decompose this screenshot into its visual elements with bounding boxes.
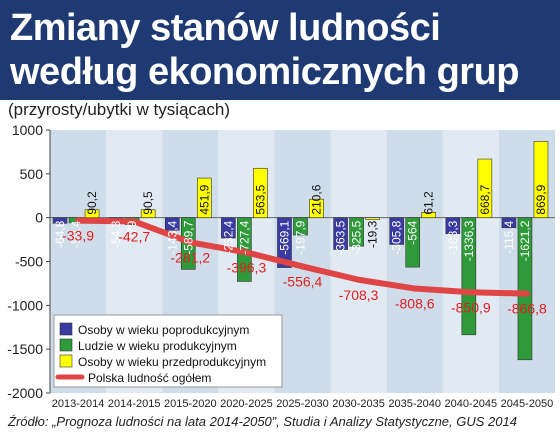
chart-title: Zmiany stanów ludności według ekonomiczn…	[10, 7, 520, 137]
bar-post	[164, 217, 180, 231]
bar-value-label: -197,9	[294, 220, 308, 254]
bar-value-label: 869,9	[534, 184, 548, 214]
bar-post	[221, 217, 236, 239]
total-value-label: -850,9	[451, 299, 491, 315]
bar-pre	[84, 209, 100, 218]
bar-post	[389, 217, 405, 245]
total-value-label: -866,8	[507, 301, 547, 317]
bar-value-label: -54,3	[109, 220, 123, 248]
bar-value-label: -569,1	[278, 220, 292, 254]
chart-area: 1000 500 0 -500 -1000 -1500 -2000 2013-2014 2014…	[7, 122, 555, 410]
total-value-label: -42,7	[118, 228, 150, 244]
bar-value-label: -1621,2	[518, 220, 532, 261]
y-tick-label: -2000	[7, 385, 43, 401]
bar-value-label: 668,7	[478, 184, 492, 214]
legend-entry: Osoby w wieku przedprodukcyjnym	[78, 355, 266, 369]
bar-working	[461, 217, 477, 336]
bar-value-label: -183,3	[446, 220, 460, 254]
bar-value-label: 210,6	[310, 184, 324, 214]
bar-value-label: -564	[406, 220, 420, 244]
y-tick-label: 500	[20, 166, 44, 182]
legend-swatch	[59, 322, 73, 336]
x-tick-label: 2045-2050	[501, 398, 554, 410]
total-value-label: -556,4	[283, 273, 323, 289]
legend-entry: Polska ludność ogółem	[88, 371, 211, 385]
bar-value-label: 563,5	[253, 184, 267, 214]
total-value-label: -33,9	[62, 228, 94, 244]
legend-swatch	[59, 354, 73, 368]
bar-value-label: 61,2	[422, 191, 436, 215]
bar-pre	[140, 209, 156, 218]
legend-swatch	[59, 338, 73, 352]
bar-pre	[477, 158, 493, 218]
bar-value-label: -363,5	[334, 220, 348, 254]
x-tick-label: 2035-2040	[388, 398, 441, 410]
y-tick-label: 0	[35, 210, 43, 226]
bar-value-label: -325,5	[350, 220, 364, 254]
y-tick-label: -500	[15, 254, 43, 270]
bar-value-label: -115,4	[502, 220, 516, 253]
legend-box	[53, 314, 283, 388]
x-tick-label: 2014-2015	[108, 398, 161, 410]
bar-post	[277, 217, 292, 268]
bar-pre	[309, 198, 324, 218]
total-value-label: -281,2	[170, 249, 210, 265]
bar-pre	[365, 217, 380, 220]
x-tick-label: 2013-2014	[52, 398, 105, 410]
y-tick-label: -1000	[7, 297, 43, 313]
bar-value-label: -727,4	[237, 220, 251, 254]
bar-post	[52, 217, 68, 224]
bar-pre	[253, 167, 268, 218]
x-tick-label: 2020-2025	[220, 398, 273, 410]
legend-entry: Ludzie w wieku produkcyjnym	[78, 339, 237, 353]
chart-subtitle: (przyrosty/ubytki w tysiącach)	[8, 100, 230, 119]
bar-value-label: -305,8	[390, 220, 404, 254]
plot-column-band	[330, 130, 387, 393]
bar-working	[349, 217, 364, 247]
bar-value-label: 451,9	[197, 184, 211, 214]
bar-value-label: 90,5	[141, 191, 155, 215]
source-note: Źródło: „Prognoza ludności na lata 2014-…	[8, 414, 517, 429]
total-value-label: -396,3	[227, 259, 267, 275]
x-tick-label: 2025-2030	[276, 398, 329, 410]
y-tick-label: 1000	[12, 122, 43, 138]
total-value-label: -808,6	[395, 296, 435, 312]
bar-value-label: 90,2	[85, 191, 99, 215]
bar-value-label: -232,4	[221, 220, 235, 254]
total-value-label: -708,3	[339, 287, 379, 303]
header-banner: Zmiany stanów ludności według ekonomiczn…	[0, 0, 560, 137]
bar-pre	[421, 212, 437, 218]
x-tick-label: 2040-2045	[445, 398, 498, 410]
bar-value-label: -79	[125, 220, 139, 238]
x-tick-label: 2030-2035	[332, 398, 385, 410]
bar-value-label: -64,8	[53, 220, 67, 248]
bar-value-label: -1336,3	[462, 220, 476, 261]
x-tick-label: 2015-2020	[164, 398, 217, 410]
bar-value-label: -143,4	[165, 220, 179, 254]
bar-value-label: -589,7	[181, 220, 195, 254]
bar-post	[445, 217, 461, 235]
bar-value-label: -19,3	[366, 220, 380, 248]
bar-pre	[196, 177, 212, 218]
legend-entry: Osoby w wieku poprodukcyjnym	[78, 323, 249, 337]
bar-value-label: -59,4	[69, 220, 83, 248]
y-tick-label: -1500	[7, 341, 43, 357]
bar-pre	[533, 141, 549, 218]
bar-working	[293, 217, 308, 236]
bar-working	[517, 217, 533, 361]
bar-post	[501, 217, 517, 229]
bar-working	[405, 217, 421, 268]
bar-post	[333, 217, 348, 250]
